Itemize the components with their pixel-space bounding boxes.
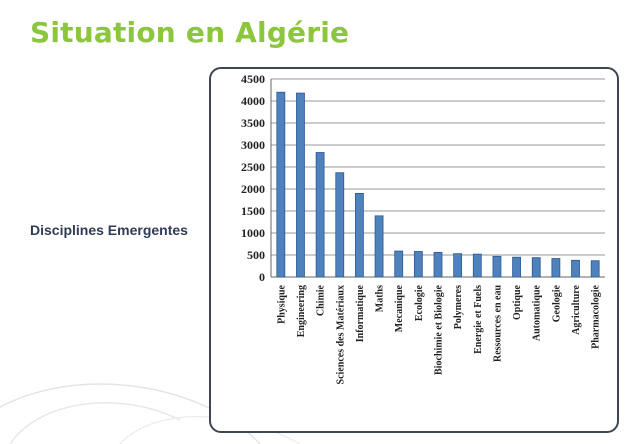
x-tick-label: Maths	[375, 285, 386, 312]
bar	[276, 91, 286, 278]
bar	[551, 258, 561, 278]
x-tick-label: Polymeres	[453, 285, 464, 329]
bar	[492, 255, 502, 278]
bar	[590, 260, 600, 278]
x-tick-label: Agriculture	[571, 284, 582, 334]
slide-subtitle: Disciplines Emergentes	[30, 222, 188, 238]
y-tick-label: 4500	[241, 72, 265, 86]
x-tick-labels: Physique Engineering Chimie Sciences des Ma…	[276, 284, 601, 384]
bar	[472, 253, 482, 278]
y-tick-label: 2500	[241, 160, 265, 174]
bar	[394, 250, 404, 278]
bar	[374, 215, 384, 278]
bar	[512, 256, 521, 278]
bars	[276, 91, 600, 278]
bar-chart: 0 500 1000 1500 2000 2500 3000 3500 4000 4500 Phy…	[241, 72, 605, 384]
x-tick-label: Engineering	[296, 285, 307, 337]
y-tick-label: 1500	[241, 204, 265, 218]
x-tick-label: Automatique	[532, 284, 543, 341]
chart-panel: 0 500 1000 1500 2000 2500 3000 3500 4000 4500 Phy…	[209, 67, 619, 433]
x-tick-label: Physique	[276, 284, 287, 323]
x-tick-label: Pharmacologie	[591, 284, 602, 348]
y-tick-label: 1000	[241, 226, 265, 240]
y-tick-label: 3500	[241, 116, 265, 130]
slide-title: Situation en Algérie	[30, 16, 350, 49]
y-tick-label: 3000	[241, 138, 265, 152]
x-tick-label: Biochimie et Biologie	[434, 284, 445, 375]
y-tick-label: 0	[259, 270, 265, 284]
y-tick-label: 4000	[241, 94, 265, 108]
bar	[335, 172, 345, 278]
bar	[296, 92, 305, 278]
x-tick-label: Ressources en eau	[492, 285, 503, 362]
bar	[355, 193, 364, 278]
x-tick-label: Chimie	[316, 284, 327, 316]
bar	[453, 253, 463, 278]
y-tick-labels: 0 500 1000 1500 2000 2500 3000 3500 4000 4500	[241, 72, 265, 284]
bar	[531, 257, 541, 278]
x-tick-label: Energie et Fuels	[473, 285, 484, 354]
bar	[315, 152, 325, 278]
bar	[433, 251, 443, 278]
bar	[571, 259, 580, 278]
x-tick-label: Geologie	[551, 284, 562, 322]
x-tick-label: Ecologie	[414, 284, 425, 321]
x-tick-label: Optique	[512, 284, 523, 320]
x-tick-label: Informatique	[355, 284, 366, 342]
x-tick-label: Mecanique	[394, 284, 405, 332]
y-tick-label: 500	[247, 248, 265, 262]
bar	[413, 251, 423, 278]
x-tick-label: Sciences des Matériaux	[335, 285, 346, 384]
y-tick-label: 2000	[241, 182, 265, 196]
